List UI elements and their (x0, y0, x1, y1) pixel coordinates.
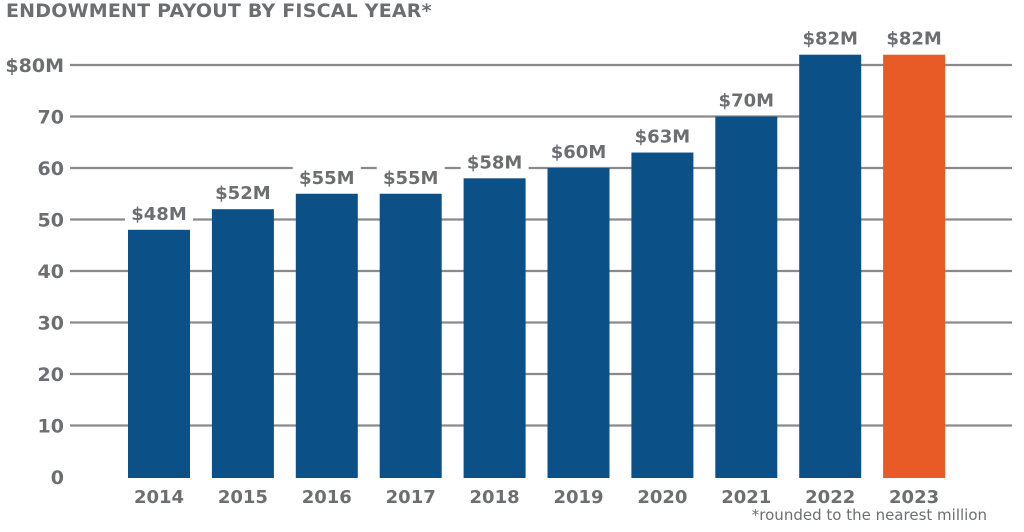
bar-2021 (715, 116, 778, 478)
bar-2018 (463, 178, 526, 479)
data-label-2018: $58M (467, 152, 523, 173)
data-label-bg (544, 139, 613, 163)
y-tick-label: 0 (51, 467, 64, 489)
data-labels: $48M $52M $55M $55M $58M $60M $63M $70M $82M $82M (125, 25, 949, 225)
gridlines (70, 63, 1012, 427)
x-tick-label-2017: 2017 (386, 487, 436, 508)
y-tick-label: 10 (38, 416, 64, 438)
x-tick-label-2021: 2021 (721, 487, 771, 508)
bars (128, 54, 946, 479)
y-tick-label: 30 (38, 313, 64, 335)
bar-2015 (211, 209, 274, 478)
data-label-2017: $55M (383, 168, 439, 189)
data-label-2014: $48M (131, 204, 187, 225)
bar-2014 (128, 229, 190, 478)
y-tick-label: 60 (38, 158, 64, 180)
data-label-2016: $55M (299, 168, 355, 189)
x-axis-labels: 2014 2015 2016 2017 2018 2019 2020 2021 2022 2023 (134, 487, 939, 508)
x-tick-label-2016: 2016 (302, 487, 352, 508)
bar-2016 (295, 193, 358, 478)
bar-2019 (547, 168, 610, 478)
y-tick-label: 40 (38, 261, 64, 283)
footnote: *rounded to the nearest million (751, 506, 987, 524)
y-tick-label: $80M (5, 55, 64, 77)
data-label-bg (628, 123, 697, 148)
x-tick-label-2020: 2020 (637, 487, 687, 508)
bar-2020 (631, 152, 694, 479)
data-label-2023: $82M (886, 29, 942, 50)
data-label-bg (712, 87, 781, 112)
data-label-bg (292, 164, 361, 189)
data-label-bg (880, 25, 949, 50)
y-axis-ticks: 0 10 20 30 40 50 60 70 $80M (5, 55, 64, 489)
data-label-bg (208, 180, 277, 205)
data-label-bg (376, 164, 445, 189)
data-label-2021: $70M (719, 91, 775, 112)
x-tick-label-2019: 2019 (553, 487, 603, 508)
chart-title: ENDOWMENT PAYOUT BY FISCAL YEAR* (6, 0, 432, 22)
x-tick-label-2014: 2014 (134, 487, 184, 508)
bar-2023 (883, 54, 946, 478)
bar-2022 (799, 54, 862, 478)
data-label-2020: $63M (635, 127, 691, 148)
x-tick-label-2023: 2023 (889, 487, 939, 508)
data-label-2022: $82M (802, 29, 858, 50)
data-label-bg (125, 200, 193, 225)
data-label-2019: $60M (551, 142, 607, 163)
x-tick-label-2015: 2015 (218, 487, 268, 508)
data-label-bg (460, 149, 529, 174)
x-tick-label-2018: 2018 (470, 487, 520, 508)
data-label-2015: $52M (215, 183, 271, 204)
bar-2017 (379, 193, 442, 478)
y-tick-label: 70 (38, 107, 64, 129)
y-tick-label: 20 (38, 364, 64, 386)
data-label-bg (796, 25, 865, 50)
y-tick-label: 50 (38, 210, 64, 232)
x-tick-label-2022: 2022 (805, 487, 855, 508)
